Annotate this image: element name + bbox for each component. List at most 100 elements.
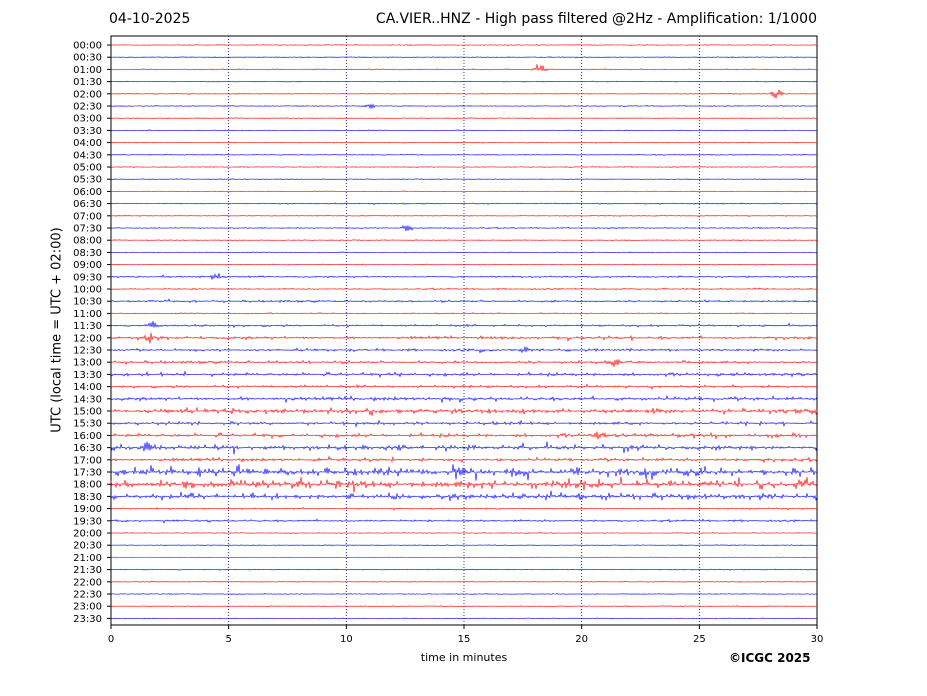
trace-line (110, 263, 818, 266)
y-tick-label: 06:30 (73, 199, 102, 210)
trace-line (110, 531, 818, 534)
y-tick-label: 23:00 (73, 602, 102, 613)
y-tick-label: 17:30 (73, 468, 102, 479)
y-tick-label: 12:00 (73, 333, 102, 344)
trace-line (110, 394, 818, 403)
trace-line (110, 346, 818, 354)
trace-line (110, 455, 818, 464)
y-tick-label: 01:30 (73, 77, 102, 88)
trace-line (110, 272, 818, 281)
y-tick-label: 09:00 (73, 260, 102, 271)
trace-line (110, 287, 818, 291)
trace-line (110, 103, 818, 110)
trace-line (110, 190, 818, 193)
y-tick-label: 02:00 (73, 89, 102, 100)
trace-line (110, 64, 818, 72)
y-tick-label: 04:00 (73, 138, 102, 149)
y-tick-label: 08:00 (73, 236, 102, 247)
y-tick-label: 11:00 (73, 309, 102, 320)
trace-line (110, 321, 818, 329)
y-tick-label: 14:00 (73, 382, 102, 393)
trace-line (111, 358, 818, 367)
y-tick-label: 07:00 (73, 211, 102, 222)
y-tick-label: 03:00 (73, 114, 102, 125)
y-tick-label: 03:30 (73, 126, 102, 137)
trace-line (110, 490, 818, 502)
y-tick-label: 11:30 (73, 321, 102, 332)
y-tick-label: 10:30 (73, 297, 102, 308)
trace-line (110, 312, 818, 315)
x-tick-label: 20 (575, 634, 588, 645)
x-tick-label: 30 (811, 634, 824, 645)
y-tick-label: 19:00 (73, 504, 102, 515)
y-tick-label: 10:00 (73, 285, 102, 296)
trace-line (110, 431, 818, 440)
y-tick-label: 22:30 (73, 590, 102, 601)
chart-date: 04-10-2025 (109, 11, 191, 27)
trace-line (110, 441, 818, 455)
trace-line (110, 419, 818, 428)
trace-line (110, 251, 818, 254)
x-tick-label: 5 (225, 634, 231, 645)
y-tick-label: 08:30 (73, 248, 102, 259)
trace-line (110, 617, 818, 620)
trace-line (110, 605, 817, 608)
y-tick-label: 00:30 (73, 53, 102, 64)
trace-line (110, 370, 818, 378)
trace-line (110, 332, 818, 344)
y-tick-label: 17:00 (73, 455, 102, 466)
y-tick-label: 21:30 (73, 565, 102, 576)
x-axis-label: time in minutes (420, 651, 508, 664)
trace-line (110, 239, 818, 242)
y-tick-label: 13:30 (73, 370, 102, 381)
trace-line (110, 153, 818, 156)
y-tick-label: 15:30 (73, 419, 102, 430)
trace-line (110, 464, 818, 481)
trace-line (110, 43, 818, 47)
y-tick-label: 12:30 (73, 346, 102, 357)
y-tick-label: 20:00 (73, 529, 102, 540)
trace-line (110, 568, 818, 571)
trace-line (110, 383, 818, 390)
y-tick-label: 07:30 (73, 224, 102, 235)
y-tick-label: 09:30 (73, 272, 102, 283)
y-tick-label: 18:00 (73, 480, 102, 491)
trace-line (110, 476, 818, 493)
trace-line (110, 89, 818, 99)
y-tick-label: 23:30 (73, 614, 102, 625)
y-tick-label: 05:00 (73, 163, 102, 174)
y-tick-label: 21:00 (73, 553, 102, 564)
y-tick-label: 18:30 (73, 492, 102, 503)
x-tick-label: 25 (693, 634, 706, 645)
y-tick-label: 04:30 (73, 150, 102, 161)
y-tick-label: 16:30 (73, 443, 102, 454)
trace-line (110, 117, 818, 120)
y-tick-label: 06:00 (73, 187, 102, 198)
trace-line (110, 593, 818, 595)
y-tick-label: 14:30 (73, 394, 102, 405)
chart-title: CA.VIER..HNZ - High pass filtered @2Hz -… (375, 11, 817, 27)
y-tick-label: 13:00 (73, 358, 102, 369)
trace-line (110, 518, 818, 524)
y-tick-label: 15:00 (73, 407, 102, 418)
trace-line (110, 544, 818, 547)
x-tick-label: 0 (108, 634, 114, 645)
trace-line (110, 406, 818, 416)
x-tick-label: 10 (340, 634, 353, 645)
trace-line (110, 178, 818, 181)
y-tick-label: 20:30 (73, 541, 102, 552)
trace-line (110, 202, 818, 206)
trace-line (110, 56, 818, 59)
trace-line (110, 580, 818, 583)
trace-line (110, 214, 818, 217)
y-tick-label: 02:30 (73, 102, 102, 113)
y-tick-label: 05:30 (73, 175, 102, 186)
y-tick-label: 00:00 (73, 41, 102, 52)
y-tick-label: 16:00 (73, 431, 102, 442)
copyright-label: ©ICGC 2025 (729, 651, 811, 665)
x-tick-label: 15 (458, 634, 471, 645)
trace-line (110, 556, 818, 559)
y-tick-label: 22:00 (73, 577, 102, 588)
trace-line (110, 141, 818, 144)
